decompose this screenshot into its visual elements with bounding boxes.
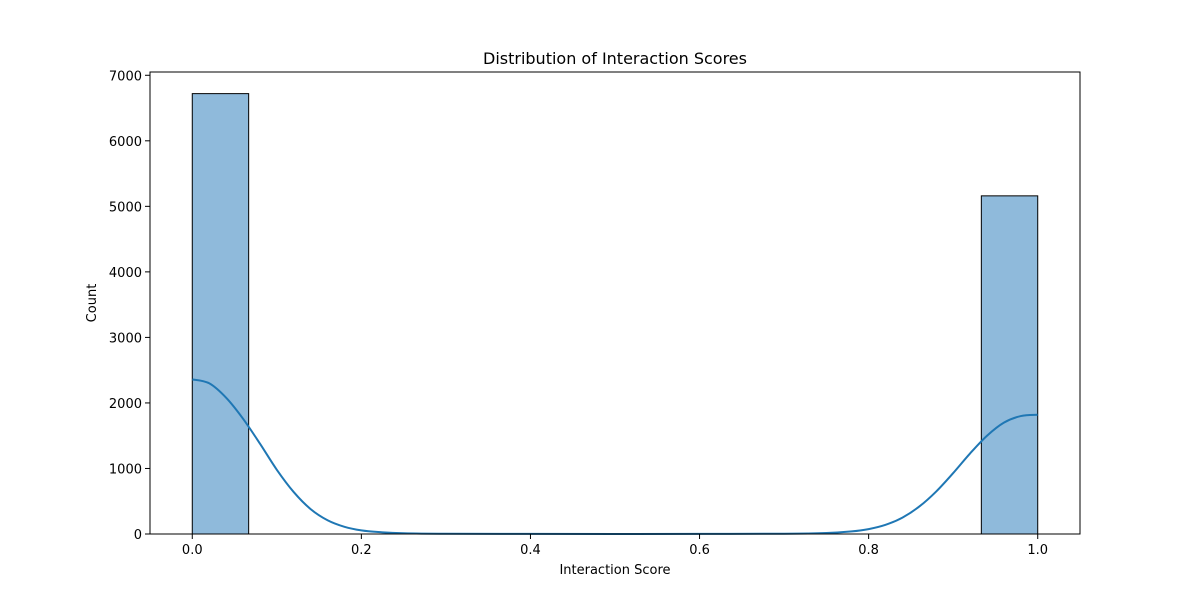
- y-axis-ticks: 0 1000 2000 3000 4000 5000 6000 7000: [109, 69, 150, 543]
- x-tick-label: 0.4: [520, 543, 541, 558]
- x-tick-label: 0.8: [858, 543, 879, 558]
- bars-layer: [191, 93, 1039, 535]
- y-tick-label: 5000: [109, 200, 142, 215]
- y-tick-label: 1000: [109, 462, 142, 477]
- y-tick-label: 4000: [109, 266, 142, 281]
- y-tick-label: 3000: [109, 331, 142, 346]
- kde-layer: [192, 378, 1038, 536]
- histogram-bar-1: [980, 195, 1039, 535]
- histogram-bar-0: [191, 93, 250, 535]
- y-tick-label: 6000: [109, 135, 142, 150]
- x-axis-ticks: 0.0 0.2 0.4 0.6 0.8 1.0: [182, 534, 1048, 558]
- y-tick-label: 2000: [109, 397, 142, 412]
- x-axis-label: Interaction Score: [559, 563, 670, 578]
- kde-line: [192, 378, 1038, 536]
- chart-title: Distribution of Interaction Scores: [483, 49, 747, 68]
- y-tick-label: 0: [134, 528, 142, 543]
- x-tick-label: 0.2: [351, 543, 372, 558]
- x-tick-label: 0.6: [689, 543, 710, 558]
- plot-frame: [149, 71, 1081, 535]
- y-tick-label: 7000: [109, 69, 142, 84]
- y-axis-label: Count: [85, 284, 100, 323]
- x-tick-label: 0.0: [182, 543, 203, 558]
- x-tick-label: 1.0: [1027, 543, 1048, 558]
